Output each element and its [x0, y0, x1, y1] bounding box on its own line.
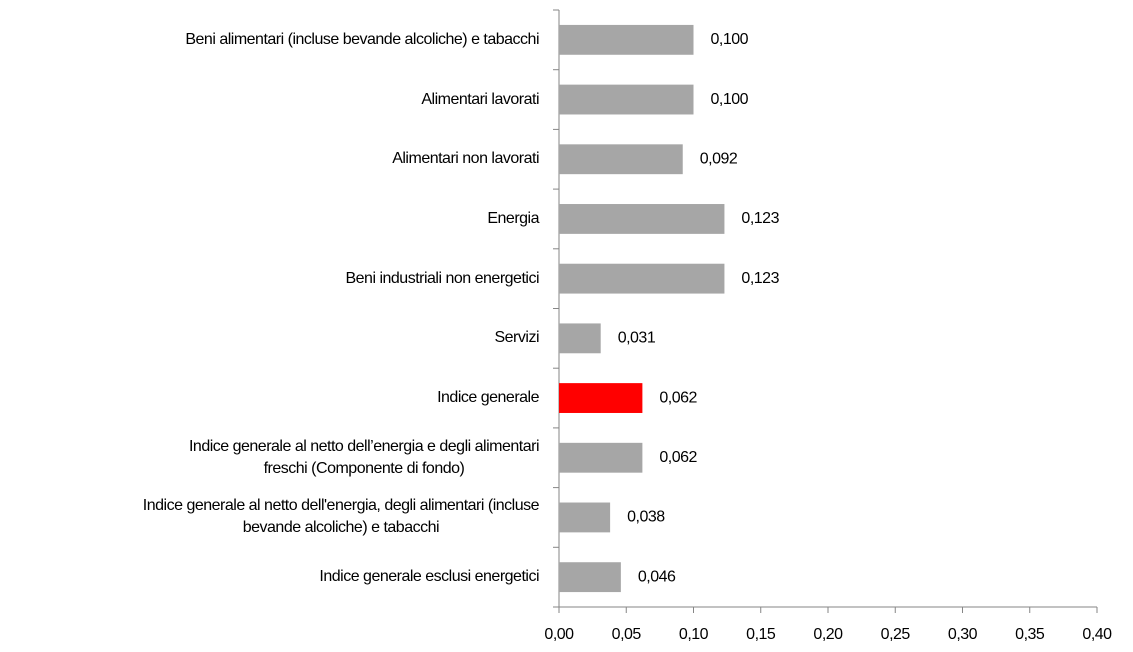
category-label: Indice generale al netto dell'energia, d…: [142, 497, 540, 537]
category-label: Beni alimentari (incluse bevande alcolic…: [185, 30, 539, 48]
value-label: 0,046: [638, 568, 676, 585]
category-label: Alimentari non lavorati: [392, 150, 539, 168]
x-tick-label: 0,40: [1082, 626, 1112, 643]
value-label: 0,123: [741, 270, 779, 287]
x-tick-label: 0,15: [746, 626, 776, 643]
x-tick-label: 0,20: [813, 626, 843, 643]
bar: [559, 204, 725, 234]
bar: [559, 24, 694, 55]
x-tick-label: 0,35: [1015, 626, 1045, 643]
bar: [559, 383, 643, 413]
value-label: 0,062: [659, 449, 697, 466]
bar: [559, 84, 694, 115]
value-label: 0,123: [741, 210, 779, 227]
x-tick-label: 0,00: [544, 626, 574, 643]
x-tick-label: 0,30: [948, 626, 978, 643]
value-label: 0,062: [659, 389, 697, 406]
category-label: Indice generale: [437, 389, 539, 407]
x-tick-label: 0,05: [612, 626, 642, 643]
bar: [559, 502, 611, 533]
value-label: 0,031: [618, 330, 656, 347]
category-label: Indice generale esclusi energetici: [319, 568, 539, 586]
bar: [559, 263, 725, 294]
category-label: Energia: [487, 209, 539, 227]
x-tick-label: 0,25: [881, 626, 911, 643]
bar: [559, 323, 601, 354]
category-label: Servizi: [494, 329, 539, 347]
value-label: 0,038: [627, 509, 665, 526]
category-label: Alimentari lavorati: [421, 90, 539, 108]
bar: [559, 562, 621, 593]
category-label: Beni industriali non energetici: [345, 269, 539, 287]
value-label: 0,100: [711, 31, 749, 48]
value-label: 0,092: [700, 150, 738, 167]
bar: [559, 144, 683, 175]
category-label: Indice generale al netto dell’energia e …: [188, 437, 540, 477]
value-label: 0,100: [711, 91, 749, 108]
x-tick-label: 0,10: [679, 626, 709, 643]
bar: [559, 442, 643, 473]
